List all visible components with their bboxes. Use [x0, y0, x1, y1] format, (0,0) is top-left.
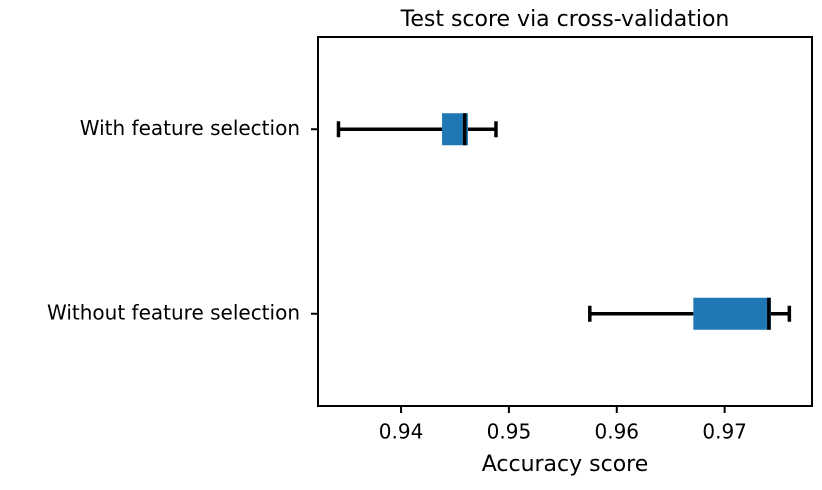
x-tick-label: 0.95: [487, 420, 532, 444]
x-tick-label: 0.97: [702, 420, 747, 444]
plot-frame: [317, 36, 813, 407]
x-tick-label: 0.94: [379, 420, 424, 444]
y-tick-label: With feature selection: [80, 116, 300, 140]
x-tick-label: 0.96: [595, 420, 640, 444]
chart-title: Test score via cross-validation: [400, 7, 730, 32]
x-axis-label: Accuracy score: [482, 452, 649, 477]
box: [693, 297, 772, 330]
y-tick-label: Without feature selection: [47, 300, 300, 324]
